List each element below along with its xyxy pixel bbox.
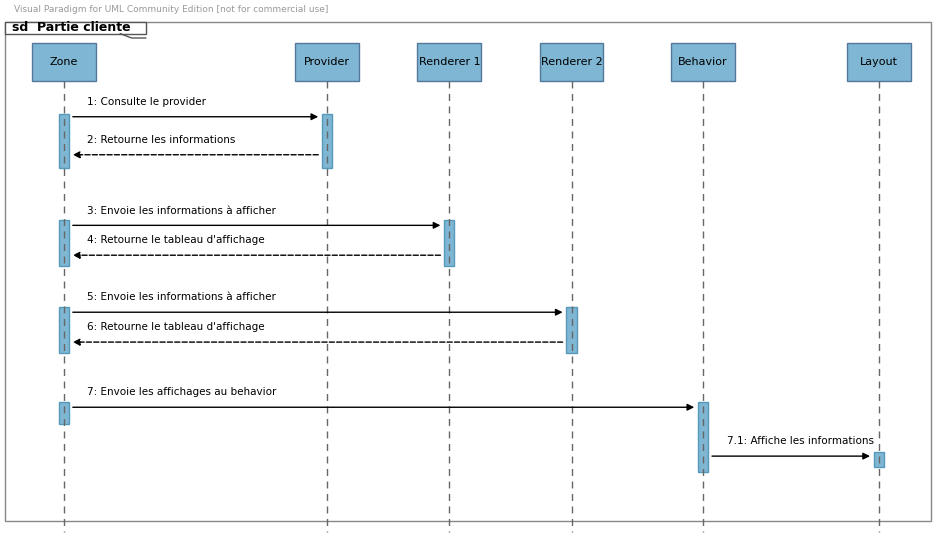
FancyBboxPatch shape (417, 43, 481, 81)
FancyBboxPatch shape (444, 220, 455, 266)
FancyBboxPatch shape (874, 452, 885, 467)
Text: 7: Envoie les affichages au behavior: 7: Envoie les affichages au behavior (87, 388, 276, 397)
FancyBboxPatch shape (5, 22, 146, 34)
Text: 6: Retourne le tableau d'affichage: 6: Retourne le tableau d'affichage (87, 323, 265, 332)
Text: Zone: Zone (50, 58, 78, 67)
FancyBboxPatch shape (32, 43, 96, 81)
Text: Provider: Provider (305, 58, 350, 67)
FancyBboxPatch shape (58, 307, 70, 353)
Text: Visual Paradigm for UML Community Edition [not for commercial use]: Visual Paradigm for UML Community Editio… (14, 5, 328, 15)
FancyBboxPatch shape (540, 43, 603, 81)
FancyBboxPatch shape (671, 43, 735, 81)
Text: Renderer 1: Renderer 1 (418, 58, 480, 67)
FancyBboxPatch shape (847, 43, 911, 81)
FancyBboxPatch shape (58, 220, 70, 266)
FancyBboxPatch shape (295, 43, 359, 81)
Text: 2: Retourne les informations: 2: Retourne les informations (87, 135, 236, 145)
Text: 4: Retourne le tableau d'affichage: 4: Retourne le tableau d'affichage (87, 236, 265, 245)
Text: 3: Envoie les informations à afficher: 3: Envoie les informations à afficher (87, 206, 276, 216)
Text: Layout: Layout (860, 58, 898, 67)
Text: Renderer 2: Renderer 2 (540, 58, 603, 67)
Text: 7.1: Affiche les informations: 7.1: Affiche les informations (727, 437, 873, 446)
Text: 1: Consulte le provider: 1: Consulte le provider (87, 97, 207, 107)
Text: sd  Partie cliente: sd Partie cliente (12, 21, 131, 34)
FancyBboxPatch shape (566, 307, 577, 353)
FancyBboxPatch shape (697, 402, 709, 472)
Text: Behavior: Behavior (679, 58, 728, 67)
FancyBboxPatch shape (58, 402, 70, 424)
Text: 5: Envoie les informations à afficher: 5: Envoie les informations à afficher (87, 293, 276, 302)
FancyBboxPatch shape (321, 114, 333, 168)
FancyBboxPatch shape (58, 114, 70, 168)
